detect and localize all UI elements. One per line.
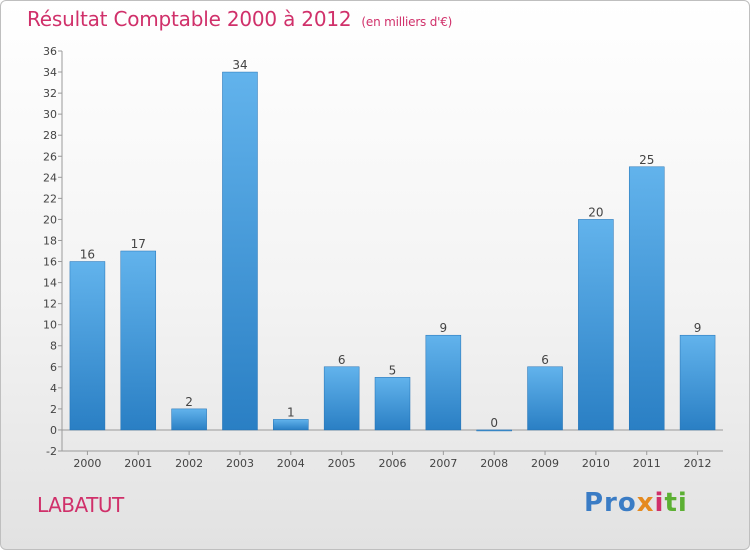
logo-part-2: x [636,488,655,518]
x-tick-label: 2002 [175,457,203,470]
y-tick-label: -2 [46,445,57,458]
x-tick-label: 2001 [124,457,152,470]
x-tick-label: 2009 [531,457,559,470]
data-label-2004: 1 [287,405,295,419]
data-label-2012: 9 [694,321,702,335]
y-tick-label: 2 [50,403,57,416]
x-tick-label: 2003 [226,457,254,470]
y-tick-label: 12 [43,298,57,311]
data-label-2008: 0 [490,416,498,430]
y-tick-label: 28 [43,129,57,142]
data-label-2001: 17 [131,237,146,251]
y-tick-label: 10 [43,319,57,332]
data-label-2011: 25 [639,153,654,167]
x-tick-label: 2005 [328,457,356,470]
x-tick-label: 2004 [277,457,305,470]
bar-2004 [273,419,309,431]
bar-2001 [120,250,157,431]
y-tick-label: 26 [43,150,57,163]
logo-part-4: ti [664,488,688,518]
y-tick-label: 4 [50,382,57,395]
bar-2008 [476,429,512,432]
logo-part-3: i [654,488,665,518]
y-tick-label: 22 [43,192,57,205]
y-tick-label: 0 [50,424,57,437]
data-label-2006: 5 [389,363,397,377]
x-tick-label: 2007 [429,457,457,470]
data-label-2000: 16 [80,248,95,262]
bar-2002 [171,408,207,431]
data-label-2010: 20 [588,205,603,219]
bar-2011 [628,166,665,431]
bar-2005 [323,366,360,431]
y-tick-label: 30 [43,108,57,121]
y-tick-label: 32 [43,87,57,100]
y-tick-label: 34 [43,66,57,79]
x-tick-label: 2012 [684,457,712,470]
commune-name: LABATUT [37,493,124,517]
bar-2009 [527,366,563,431]
bar-2012 [679,334,716,431]
x-tick-label: 2006 [379,457,407,470]
y-tick-label: 6 [50,361,57,374]
y-tick-label: 8 [50,340,57,353]
bar-2007 [425,334,462,431]
x-tick-label: 2008 [480,457,508,470]
bar-2006 [374,377,411,431]
data-label-2002: 2 [185,395,193,409]
y-tick-label: 20 [43,213,57,226]
data-label-2007: 9 [440,321,448,335]
title-text: Résultat Comptable 2000 à 2012 [27,7,352,31]
bar-2003 [222,71,258,431]
y-tick-label: 24 [43,171,57,184]
bar-2010 [578,219,614,431]
bar-2000 [69,261,106,431]
bars [69,71,716,432]
chart-subtitle: (en milliers d'€) [361,15,453,29]
x-tick-label: 2010 [582,457,610,470]
logo-part-1: Pro [584,488,637,518]
data-label-2003: 34 [232,58,247,72]
data-label-2005: 6 [338,353,346,367]
y-tick-label: 16 [43,256,57,269]
y-tick-label: 14 [43,277,57,290]
proxiti-logo[interactable]: Proxiti [584,488,688,518]
chart-title: Résultat Comptable 2000 à 2012 (en millie… [27,7,452,31]
x-tick-label: 2011 [633,457,661,470]
y-tick-label: 36 [43,45,57,58]
x-tick-label: 2000 [73,457,101,470]
y-tick-label: 18 [43,234,57,247]
data-label-2009: 6 [541,353,549,367]
